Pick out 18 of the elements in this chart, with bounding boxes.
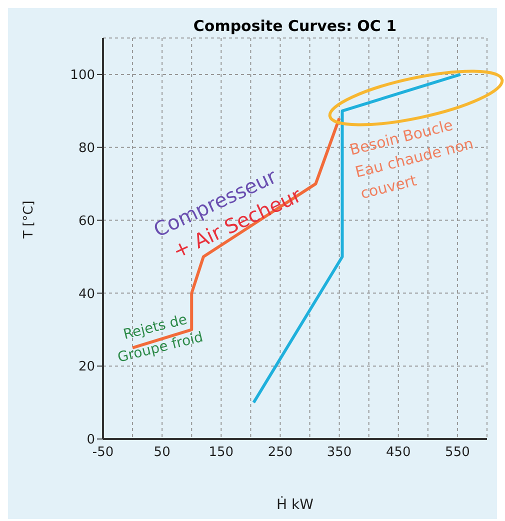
- y-tick-label: 20: [78, 360, 95, 375]
- y-tick-label: 80: [78, 140, 95, 156]
- x-tick-label: 150: [208, 445, 234, 460]
- y-tick-label: 0: [86, 432, 95, 448]
- y-axis-title: T [°C]: [22, 200, 37, 240]
- x-tick-label: 250: [268, 445, 293, 460]
- x-tick-label: 50: [154, 445, 170, 460]
- y-tick-label: 60: [78, 214, 95, 229]
- annotation: Besoin Boucle Eau chaude non couvert: [347, 114, 476, 205]
- x-axis-title: Ḣ kW: [276, 496, 314, 513]
- x-tick-label: 550: [445, 445, 470, 460]
- x-tick-label: -50: [92, 445, 114, 460]
- y-tick-label: 100: [70, 68, 95, 84]
- chart-title: Composite Curves: OC 1: [192, 17, 398, 35]
- annotation: Rejets de Groupe froid: [115, 310, 206, 368]
- y-tick-label: 40: [78, 286, 95, 302]
- x-tick-label: 450: [386, 445, 411, 460]
- x-tick-label: 350: [326, 445, 352, 460]
